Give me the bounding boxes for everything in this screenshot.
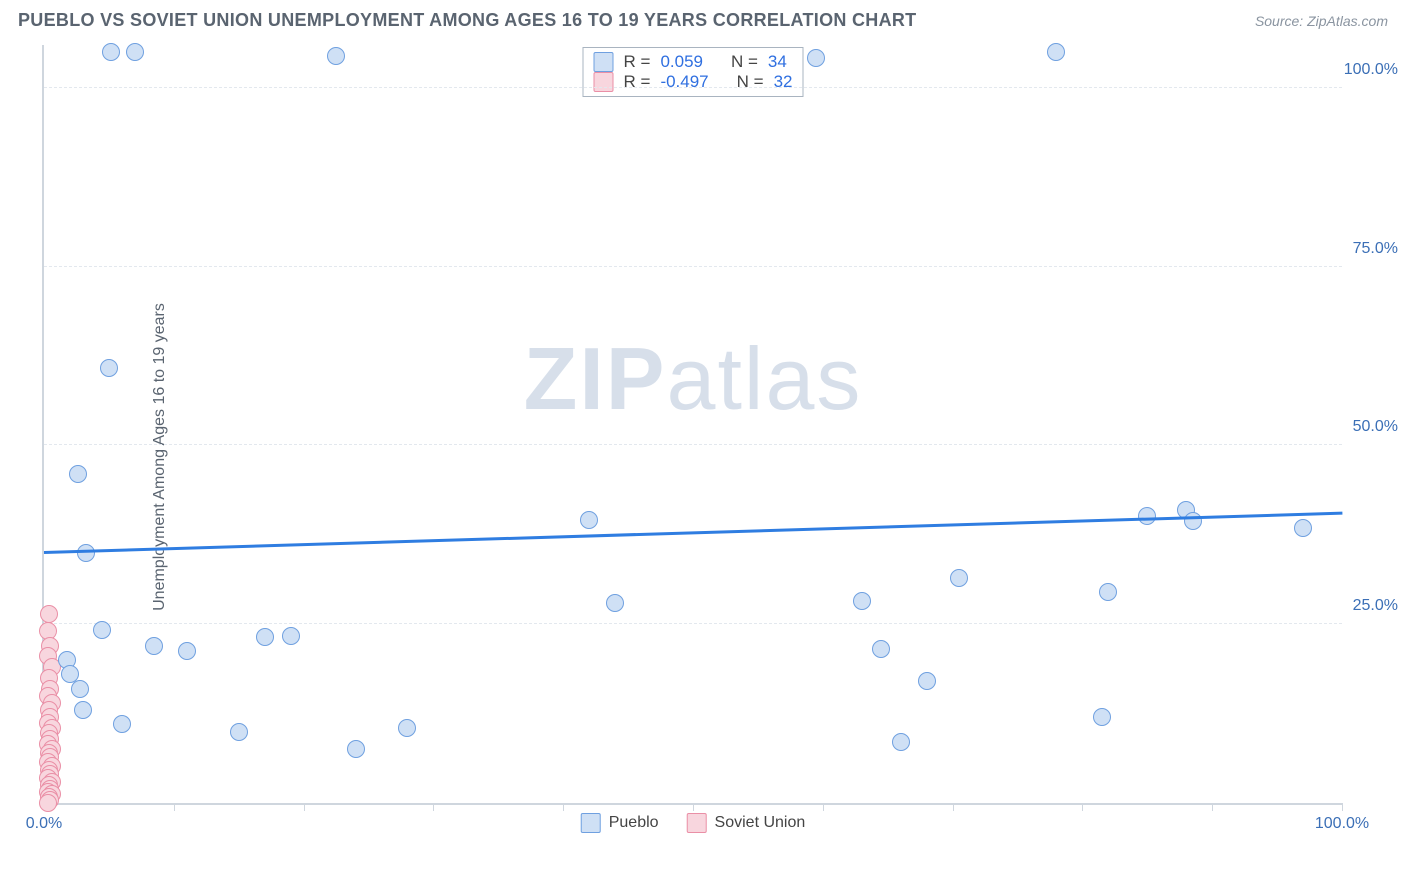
legend-row-soviet: R = -0.497 N = 32: [594, 72, 793, 92]
watermark: ZIPatlas: [524, 328, 863, 430]
pueblo-point: [1294, 519, 1312, 537]
chart-area: Unemployment Among Ages 16 to 19 years Z…: [0, 37, 1406, 877]
pueblo-point: [74, 701, 92, 719]
pueblo-label: Pueblo: [609, 814, 659, 832]
gridline: [44, 623, 1342, 624]
n-label: N =: [731, 52, 758, 72]
pueblo-swatch-icon: [581, 813, 601, 833]
pueblo-point: [126, 43, 144, 61]
n-label: N =: [737, 72, 764, 92]
pueblo-point: [892, 733, 910, 751]
series-legend: Pueblo Soviet Union: [581, 813, 806, 833]
source-attribution: Source: ZipAtlas.com: [1255, 13, 1388, 29]
source-name: ZipAtlas.com: [1307, 13, 1388, 29]
correlation-legend: R = 0.059 N = 34 R = -0.497 N = 32: [583, 47, 804, 97]
pueblo-point: [398, 719, 416, 737]
pueblo-point: [853, 592, 871, 610]
x-tick: [823, 803, 824, 811]
soviet-swatch-icon: [687, 813, 707, 833]
gridline: [44, 87, 1342, 88]
pueblo-point: [872, 640, 890, 658]
chart-header: PUEBLO VS SOVIET UNION UNEMPLOYMENT AMON…: [0, 0, 1406, 37]
y-tick-label: 75.0%: [1353, 240, 1398, 258]
scatter-plot: ZIPatlas R = 0.059 N = 34 R = -0.497 N =…: [42, 45, 1342, 805]
pueblo-point: [1047, 43, 1065, 61]
pueblo-r-value: 0.059: [660, 52, 703, 72]
legend-row-pueblo: R = 0.059 N = 34: [594, 52, 793, 72]
pueblo-point: [71, 680, 89, 698]
pueblo-point: [1099, 583, 1117, 601]
pueblo-point: [1138, 507, 1156, 525]
r-label: R =: [624, 52, 651, 72]
y-tick-label: 100.0%: [1344, 61, 1398, 79]
pueblo-point: [807, 49, 825, 67]
pueblo-point: [69, 465, 87, 483]
x-tick: [1212, 803, 1213, 811]
pueblo-point: [93, 621, 111, 639]
pueblo-point: [230, 723, 248, 741]
gridline: [44, 266, 1342, 267]
chart-title: PUEBLO VS SOVIET UNION UNEMPLOYMENT AMON…: [18, 10, 916, 31]
x-tick-label: 0.0%: [26, 815, 62, 833]
pueblo-trend-line: [44, 512, 1342, 554]
legend-item-pueblo: Pueblo: [581, 813, 659, 833]
pueblo-point: [606, 594, 624, 612]
x-tick: [953, 803, 954, 811]
pueblo-point: [1093, 708, 1111, 726]
pueblo-n-value: 34: [768, 52, 787, 72]
pueblo-point: [145, 637, 163, 655]
soviet-label: Soviet Union: [715, 814, 806, 832]
pueblo-point: [327, 47, 345, 65]
y-tick-label: 50.0%: [1353, 418, 1398, 436]
x-tick-label: 100.0%: [1315, 815, 1369, 833]
soviet-n-value: 32: [774, 72, 793, 92]
gridline: [44, 444, 1342, 445]
soviet-union-point: [40, 605, 58, 623]
x-tick: [433, 803, 434, 811]
x-tick: [1082, 803, 1083, 811]
source-prefix: Source:: [1255, 13, 1307, 29]
pueblo-point: [282, 627, 300, 645]
soviet-r-value: -0.497: [660, 72, 708, 92]
watermark-atlas: atlas: [667, 329, 863, 428]
x-tick: [304, 803, 305, 811]
pueblo-point: [580, 511, 598, 529]
pueblo-point: [347, 740, 365, 758]
pueblo-point: [178, 642, 196, 660]
pueblo-swatch-icon: [594, 52, 614, 72]
x-tick: [693, 803, 694, 811]
pueblo-point: [950, 569, 968, 587]
pueblo-point: [256, 628, 274, 646]
legend-item-soviet: Soviet Union: [687, 813, 806, 833]
soviet-swatch-icon: [594, 72, 614, 92]
r-label: R =: [624, 72, 651, 92]
watermark-zip: ZIP: [524, 329, 667, 428]
y-tick-label: 25.0%: [1353, 597, 1398, 615]
pueblo-point: [102, 43, 120, 61]
pueblo-point: [1184, 512, 1202, 530]
pueblo-point: [100, 359, 118, 377]
x-tick: [1342, 803, 1343, 811]
x-tick: [563, 803, 564, 811]
x-tick: [174, 803, 175, 811]
soviet-union-point: [39, 794, 57, 812]
pueblo-point: [113, 715, 131, 733]
pueblo-point: [918, 672, 936, 690]
